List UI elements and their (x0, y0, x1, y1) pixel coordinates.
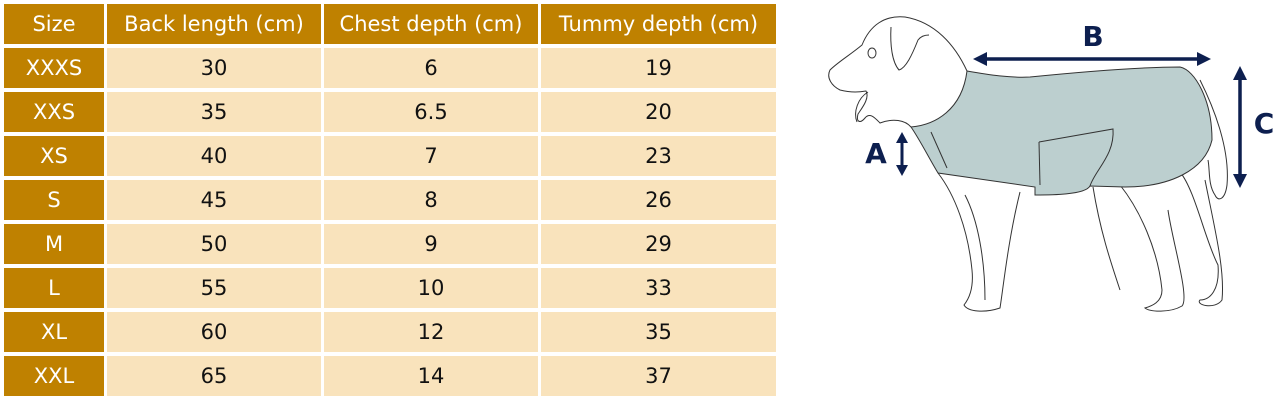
value-cell: 35 (107, 91, 321, 132)
table-row: XXS 35 6.5 20 (4, 91, 776, 132)
header-chest-depth: Chest depth (cm) (324, 3, 538, 44)
value-cell: 30 (107, 47, 321, 88)
value-cell: 29 (541, 223, 776, 264)
value-cell: 23 (541, 135, 776, 176)
value-cell: 33 (541, 267, 776, 308)
coat-strap-edge (1038, 141, 1041, 186)
table-row: XL 60 12 35 (4, 311, 776, 352)
value-cell: 55 (107, 267, 321, 308)
header-row: Size Back length (cm) Chest depth (cm) T… (4, 3, 776, 44)
value-cell: 10 (324, 267, 538, 308)
value-cell: 35 (541, 311, 776, 352)
table-row: L 55 10 33 (4, 267, 776, 308)
label-c: C (1254, 107, 1275, 140)
size-cell: XXXS (4, 47, 104, 88)
size-chart-table: Size Back length (cm) Chest depth (cm) T… (1, 0, 779, 400)
table-row: M 50 9 29 (4, 223, 776, 264)
label-a: A (865, 137, 887, 170)
value-cell: 12 (324, 311, 538, 352)
size-cell: XXS (4, 91, 104, 132)
size-cell: XS (4, 135, 104, 176)
value-cell: 6.5 (324, 91, 538, 132)
arrow-b-icon (973, 52, 1211, 66)
value-cell: 50 (107, 223, 321, 264)
size-cell: S (4, 179, 104, 220)
value-cell: 60 (107, 311, 321, 352)
value-cell: 26 (541, 179, 776, 220)
table-row: XXXS 30 6 19 (4, 47, 776, 88)
value-cell: 8 (324, 179, 538, 220)
value-cell: 14 (324, 355, 538, 396)
dog-outline (828, 16, 1228, 312)
value-cell: 40 (107, 135, 321, 176)
value-cell: 37 (541, 355, 776, 396)
arrow-c-icon (1233, 66, 1247, 188)
value-cell: 20 (541, 91, 776, 132)
coat-seam (930, 131, 948, 169)
value-cell: 7 (324, 135, 538, 176)
table-row: XXL 65 14 37 (4, 355, 776, 396)
arrow-a-icon (896, 132, 908, 176)
value-cell: 65 (107, 355, 321, 396)
value-cell: 45 (107, 179, 321, 220)
label-b: B (1082, 20, 1103, 53)
table-row: XS 40 7 23 (4, 135, 776, 176)
header-back-length: Back length (cm) (107, 3, 321, 44)
value-cell: 19 (541, 47, 776, 88)
coat-shape (910, 66, 1213, 196)
coat-strap (1038, 128, 1114, 187)
size-cell: XXL (4, 355, 104, 396)
size-cell: M (4, 223, 104, 264)
header-size: Size (4, 3, 104, 44)
table-row: S 45 8 26 (4, 179, 776, 220)
value-cell: 6 (324, 47, 538, 88)
size-cell: XL (4, 311, 104, 352)
value-cell: 9 (324, 223, 538, 264)
header-tummy-depth: Tummy depth (cm) (541, 3, 776, 44)
size-cell: L (4, 267, 104, 308)
